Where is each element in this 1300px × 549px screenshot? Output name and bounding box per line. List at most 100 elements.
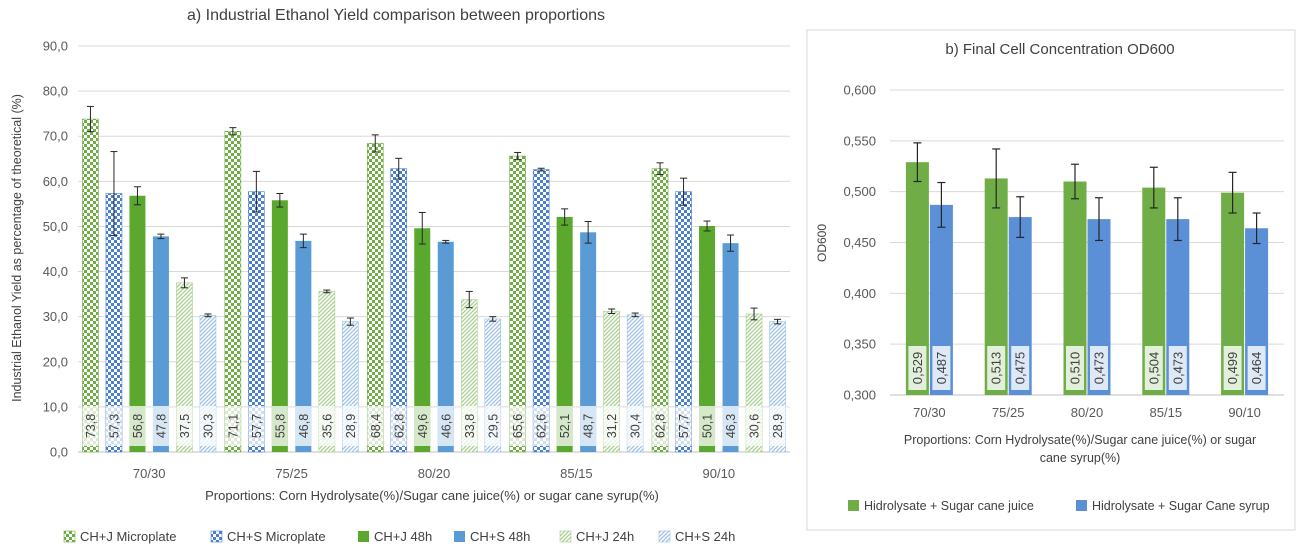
chart-a-error-bar (514, 151, 522, 161)
chart-a-data-label-bg (342, 406, 359, 446)
chart-a-bar-ch-j-microplate (82, 118, 99, 453)
chart-a-data-label: 28,9 (771, 414, 785, 438)
chart-a-bar-ch-j-48h (556, 216, 573, 452)
chart-a-legend-swatch (63, 530, 76, 543)
chart-b-data-label: 0,464 (1249, 352, 1264, 385)
chart-a-data-label: 57,7 (677, 414, 691, 438)
chart-a-bars: 73,8 57,3 56,8 47,8 37,5 30,3 71,1 57,7 55,8 46,8… (82, 105, 786, 453)
chart-a-data-label-bg (82, 406, 99, 446)
chart-a-error-bar (299, 233, 307, 249)
chart-a-data-label-bg (627, 406, 644, 446)
chart-b-data-label: 0,475 (1013, 352, 1028, 385)
chart-a-y-tick-label: 40,0 (43, 264, 68, 279)
chart-a-legend-item-ch-j-48h: CH+J 48h (358, 529, 432, 544)
chart-b-data-label: 0,510 (1068, 352, 1083, 385)
chart-a-bar-ch-j-48h (271, 200, 288, 452)
chart-b-border (806, 29, 1296, 531)
chart-b-y-tick-label: 0,500 (843, 184, 876, 199)
chart-b-x-tick-label: 70/30 (913, 405, 946, 420)
chart-a-bar-ch-j-48h (129, 195, 146, 452)
chart-a-error-bar (631, 312, 639, 318)
chart-a-data-label-bg (652, 406, 669, 446)
chart-a-data-label-bg (199, 406, 216, 446)
chart-a-x-axis-label: Proportions: Corn Hydrolysate(%)/Sugar c… (205, 488, 659, 503)
chart-a-bar-ch-s-48h (152, 236, 169, 452)
chart-b-x-ticks: 70/30 75/25 80/20 85/15 90/10 (913, 405, 1261, 420)
chart-a-data-label: 35,6 (320, 414, 334, 438)
chart-a-data-label-bg (367, 406, 384, 446)
chart-b-error-bar (1173, 197, 1182, 242)
chart-b-y-tick-label: 0,450 (843, 235, 876, 250)
chart-a-y-tick-label: 60,0 (43, 174, 68, 189)
chart-b-data-label-bg (1168, 346, 1187, 390)
chart-b-y-tick-label: 0,350 (843, 337, 876, 352)
chart-a-data-label: 62,6 (535, 414, 549, 438)
chart-b-x-axis-label-line-1: Proportions: Corn Hydrolysate(%)/Sugar c… (904, 433, 1256, 447)
chart-b-error-bar (1016, 196, 1025, 239)
chart-a-data-label: 33,8 (463, 414, 477, 438)
chart-a-bar-ch-j-48h (414, 228, 431, 452)
chart-a-data-label-bg (603, 406, 620, 446)
chart-b-x-tick-label: 75/25 (992, 405, 1025, 420)
chart-a-legend-swatch (658, 530, 671, 543)
chart-a-x-tick-label: 90/10 (703, 466, 736, 481)
chart-a-data-label-bg (746, 406, 763, 446)
chart-b-error-bar (1252, 212, 1261, 245)
chart-b-data-label: 0,513 (989, 352, 1004, 385)
chart-b-data-label-bg (932, 346, 951, 390)
chart-a-data-label-bg (105, 406, 122, 446)
chart-a-data-label: 30,3 (201, 414, 215, 438)
chart-a-data-label: 62,8 (654, 414, 668, 438)
chart-b-data-label-bg (1011, 346, 1030, 390)
chart-a-y-tick-label: 80,0 (43, 84, 68, 99)
chart-a-data-label: 49,6 (416, 414, 430, 438)
chart-b: b) Final Cell Concentration OD600 OD600 … (806, 29, 1296, 531)
chart-a-data-label-bg (318, 406, 335, 446)
chart-b-y-tick-label: 0,400 (843, 286, 876, 301)
chart-b-x-axis-label-line-2: cane syrup(%) (1040, 451, 1121, 465)
chart-b-gridlines (890, 89, 1284, 396)
chart-b-legend-swatch (1076, 500, 1087, 511)
chart-b-error-bar (1095, 197, 1103, 242)
chart-a-x-tick-label: 70/30 (133, 466, 166, 481)
chart-a-error-bar (703, 220, 711, 232)
chart-b-y-tick-label: 0,600 (843, 83, 876, 98)
chart-b-error-bar (1071, 163, 1079, 200)
chart-b-error-bar (937, 181, 946, 228)
chart-a-y-tick-label: 50,0 (43, 219, 68, 234)
chart-a-error-bar (252, 170, 260, 213)
chart-a-data-label: 56,8 (131, 414, 145, 438)
chart-b-data-label-bg (987, 346, 1006, 390)
chart-a-y-tick-label: 10,0 (43, 399, 68, 414)
chart-a-y-tick-label: 20,0 (43, 354, 68, 369)
chart-b-legend: Hidrolysate + Sugar cane juice Hidrolysat… (848, 499, 1270, 513)
chart-a-data-label: 47,8 (154, 414, 168, 438)
chart-a-data-label-bg (390, 406, 407, 446)
chart-a-bar-ch-j-microplate (366, 143, 384, 453)
chart-a-error-bar (86, 105, 94, 133)
chart-a-data-label: 62,8 (392, 414, 406, 438)
chart-a-data-label-bg (769, 406, 786, 446)
chart-a-error-bar (442, 239, 450, 244)
chart-a-data-label-bg (437, 406, 454, 446)
chart-a-data-label-bg (176, 406, 193, 446)
chart-b-x-tick-label: 80/20 (1071, 405, 1104, 420)
chart-a-error-bar (727, 234, 735, 252)
chart-a-data-label: 37,5 (178, 414, 192, 438)
chart-b-data-label: 0,529 (910, 352, 925, 385)
chart-a-y-tick-label: 70,0 (43, 129, 68, 144)
chart-b-legend-label: Hidrolysate + Sugar cane juice (864, 499, 1034, 513)
chart-b-legend-item-hidrolysate-sugar-cane-juice: Hidrolysate + Sugar cane juice (848, 499, 1034, 513)
chart-a-bar-ch-s-48h (580, 232, 597, 452)
chart-a-error-bar (656, 162, 664, 176)
chart-a-gridlines (78, 45, 790, 453)
chart-a-y-ticks: 0,0 10,0 20,0 30,0 40,0 50,0 60,0 70,0 80,0 90,0 (43, 39, 68, 460)
chart-a-error-bar (371, 134, 379, 153)
chart-b-x-tick-label: 90/10 (1228, 405, 1261, 420)
chart-a-data-label: 57,3 (107, 414, 121, 438)
chart-a-error-bar (774, 318, 782, 325)
chart-a-legend-label: CH+S 24h (675, 529, 735, 544)
chart-b-error-bar (1228, 171, 1237, 214)
chart-b-data-label-bg (1144, 346, 1163, 390)
chart-a-error-bar (465, 290, 473, 309)
